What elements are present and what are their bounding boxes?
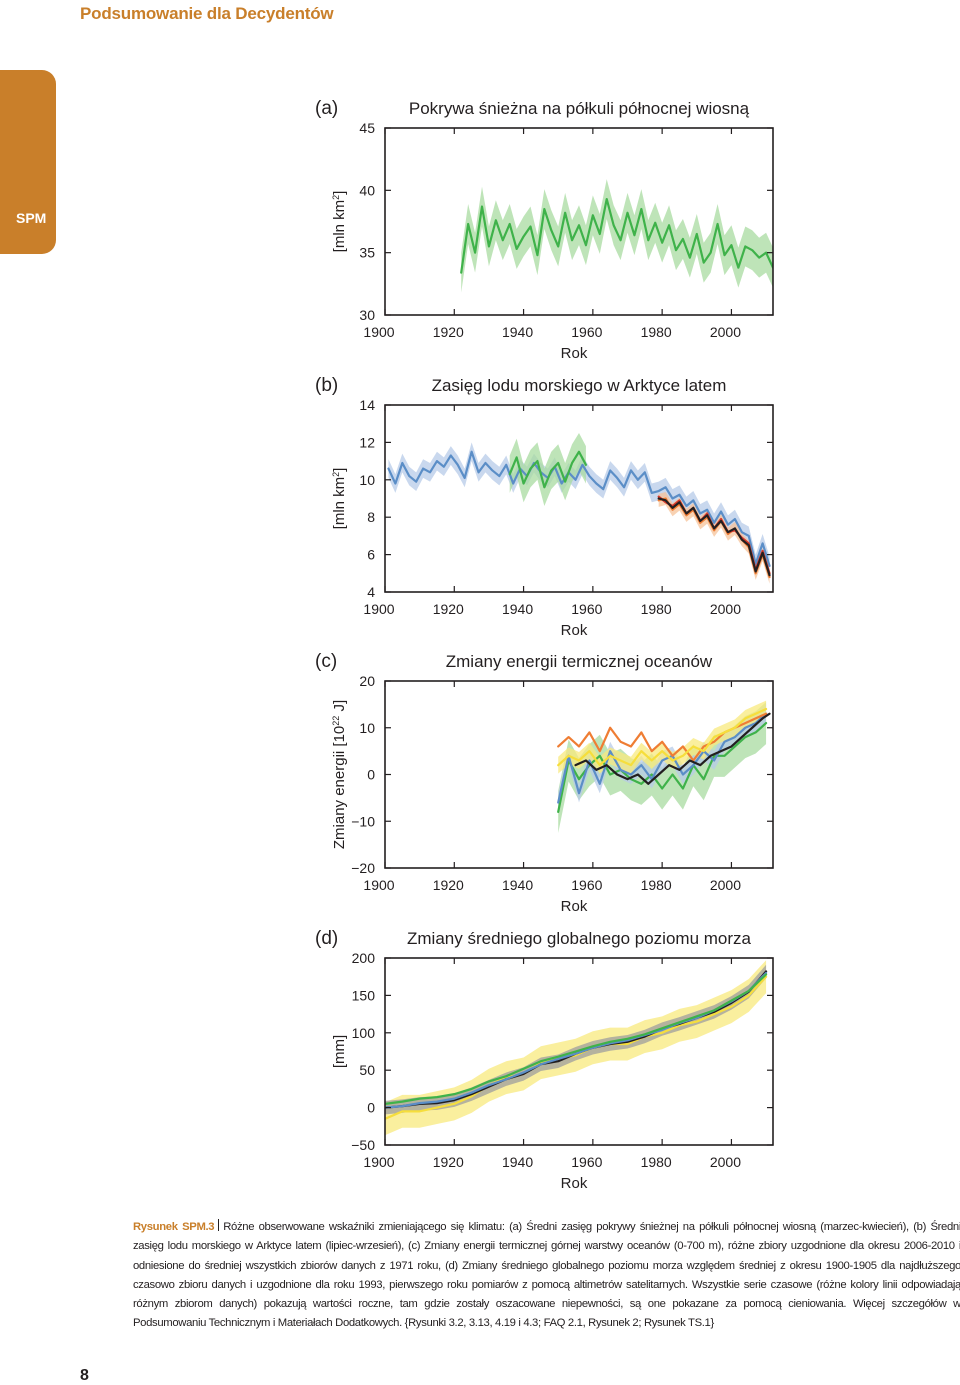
y-tick-label: 50 [359,1062,375,1078]
x-tick-label: 1980 [641,1154,672,1170]
y-axis-label: [mln km2] [331,468,348,530]
y-tick-label: 4 [367,584,375,600]
y-tick-label: 6 [367,547,375,563]
x-tick-label: 1960 [571,601,602,617]
x-tick-label: 1940 [502,877,533,893]
figure-caption: Rysunek SPM.3 Różne obserwowane wskaźniki… [133,1218,960,1334]
series-line-blue [387,450,771,567]
y-tick-label: 35 [359,245,375,261]
series-line-blue [557,712,768,804]
x-axis-label: Rok [561,622,588,639]
x-tick-label: 1980 [641,877,672,893]
uncertainty-band-green [509,433,586,506]
y-axis-label: [mm] [331,1035,348,1068]
plot-area [385,960,768,1136]
x-tick-label: 2000 [710,877,741,893]
plot-area [387,433,771,584]
y-tick-label: −50 [351,1137,375,1153]
series-line-black [574,712,771,785]
x-tick-label: 1980 [641,601,672,617]
x-tick-label: 1900 [363,1154,394,1170]
y-tick-label: 10 [359,472,375,488]
chart-panel-a: (a) Pokrywa śnieżna na półkuli północnej … [315,98,774,362]
uncertainty-band-green [461,179,773,293]
x-tick-label: 1900 [363,877,394,893]
y-tick-label: 14 [359,397,375,413]
caption-separator [218,1219,220,1231]
series-line-black [657,497,771,577]
x-tick-label: 1940 [502,324,533,340]
series-line-yellow [385,975,768,1120]
series-line-green [385,973,768,1105]
panel-label: (d) [315,928,338,949]
y-tick-label: 12 [359,434,375,450]
y-tick-label: 30 [359,307,375,323]
x-axis-label: Rok [561,345,588,362]
y-tick-label: 20 [359,673,375,689]
chart-title: Zmiany energii termicznej oceanów [446,652,713,671]
y-tick-label: 200 [352,950,376,966]
chart-panel-c: (c) Zmiany energii termicznej oceanów −20 −… [315,651,774,915]
chart-title: Zasięg lodu morskiego w Arktyce latem [432,376,727,395]
x-tick-label: 2000 [710,601,741,617]
x-tick-label: 1920 [433,601,464,617]
page-number: 8 [80,1367,89,1384]
y-tick-label: 0 [367,767,375,783]
x-tick-label: 1920 [433,324,464,340]
x-tick-label: 1940 [502,1154,533,1170]
chart-title: Zmiany średniego globalnego poziomu morz… [407,929,752,948]
x-tick-label: 2000 [710,324,741,340]
page-header-title: Podsumowanie dla Decydentów [80,4,334,23]
series-line-green [508,450,588,489]
x-axis-label: Rok [561,898,588,915]
y-tick-label: 45 [359,120,375,136]
plot-area [557,700,771,833]
x-tick-label: 1960 [571,324,602,340]
x-tick-label: 1900 [363,324,394,340]
plot-frame [384,957,774,1146]
y-axis-label: Zmiany energii [1022 J] [331,700,348,849]
y-axis-label: [mln km2] [331,191,348,253]
y-tick-label: −20 [351,860,375,876]
plot-area [460,179,773,293]
x-tick-label: 1920 [433,877,464,893]
panel-label: (a) [315,98,338,119]
y-tick-label: 8 [367,509,375,525]
panel-label: (b) [315,375,338,396]
x-tick-label: 1960 [571,1154,602,1170]
series-line-green [557,721,768,814]
y-tick-label: 150 [352,987,376,1003]
plot-frame [384,404,774,593]
chart-title: Pokrywa śnieżna na półkuli północnej wio… [409,99,750,118]
x-tick-label: 1920 [433,1154,464,1170]
climate-indicators-figure: (a) Pokrywa śnieżna na półkuli północnej … [315,98,774,1192]
caption-text: Różne obserwowane wskaźniki zmieniająceg… [133,1221,960,1330]
plot-frame [384,127,774,316]
x-tick-label: 1940 [502,601,533,617]
chart-panel-d: (d) Zmiany średniego globalnego poziomu m… [315,928,774,1192]
x-axis-label: Rok [561,1175,588,1192]
y-tick-label: −10 [351,813,375,829]
x-tick-label: 1900 [363,601,394,617]
caption-label: Rysunek SPM.3 [133,1221,215,1233]
series-line-green [460,197,773,274]
series-line-yellow [557,707,768,767]
chart-panel-b: (b) Zasięg lodu morskiego w Arktyce latem… [315,375,774,639]
y-tick-label: 100 [352,1025,376,1041]
y-tick-label: 40 [359,182,375,198]
spm-side-tab[interactable]: SPM [0,70,56,254]
y-tick-label: 0 [367,1100,375,1116]
x-tick-label: 2000 [710,1154,741,1170]
spm-side-tab-label: SPM [16,210,47,226]
y-tick-label: 10 [359,720,375,736]
panel-label: (c) [315,651,337,672]
x-tick-label: 1960 [571,877,602,893]
x-tick-label: 1980 [641,324,672,340]
